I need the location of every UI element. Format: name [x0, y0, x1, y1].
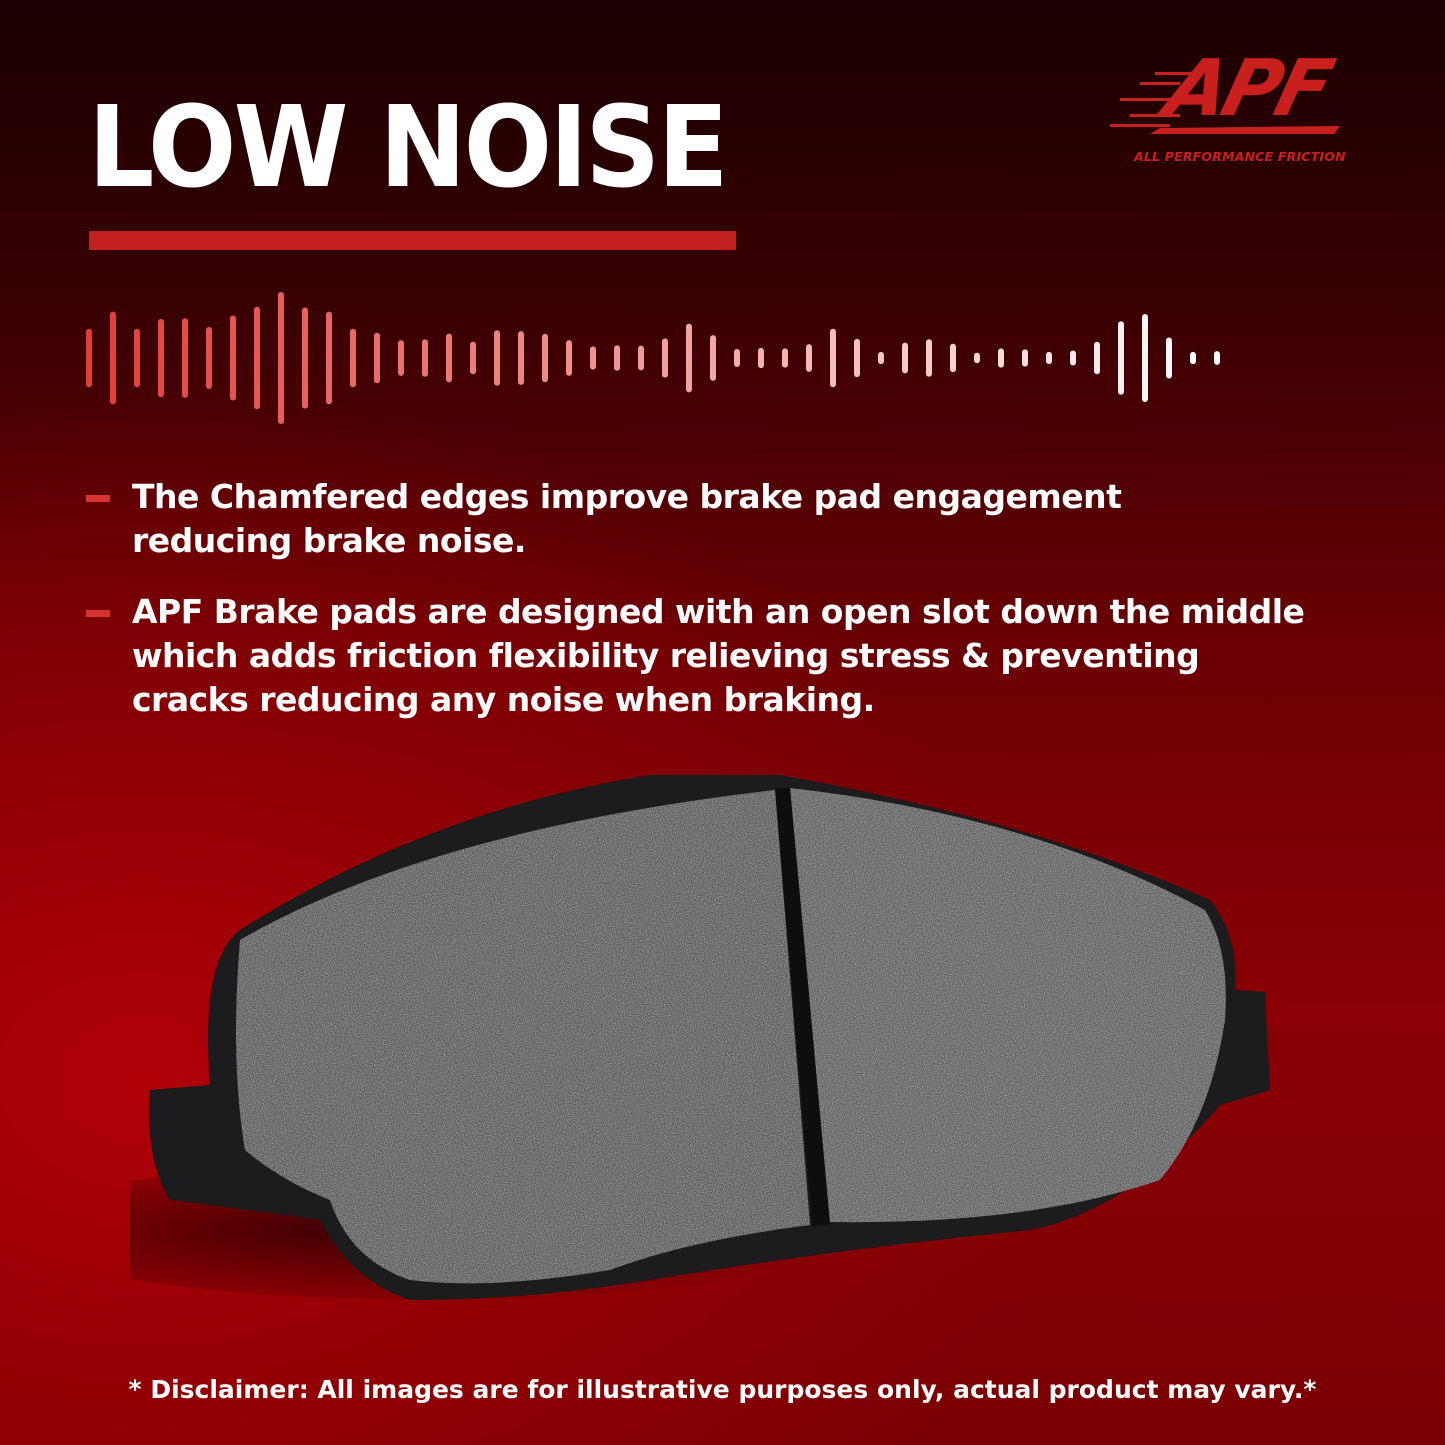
wave-bar — [1070, 350, 1076, 366]
dash-bullet-icon — [86, 610, 110, 617]
wave-bar — [710, 335, 716, 381]
logo-tagline: ALL PERFORMANCE FRICTION — [1134, 149, 1346, 164]
wave-bar — [494, 330, 500, 386]
page-title: LOW NOISE — [88, 83, 729, 213]
wave-bar — [110, 311, 116, 405]
wave-bar — [686, 323, 692, 393]
wave-bar — [158, 318, 164, 398]
wave-bar — [566, 340, 572, 376]
wave-bar — [758, 347, 764, 369]
apf-logo: APF — [1156, 44, 1339, 134]
wave-bar — [254, 306, 260, 410]
bullet-text: APF Brake pads are designed with an open… — [132, 592, 1305, 719]
wave-bar — [878, 351, 884, 365]
wave-bar — [230, 315, 236, 401]
wave-bar — [1118, 321, 1124, 395]
wave-bar — [134, 328, 140, 388]
wave-bar — [926, 339, 932, 377]
wave-bar — [326, 311, 332, 405]
wave-bar — [734, 348, 740, 368]
wave-bar — [1094, 341, 1100, 375]
bullet-text: The Chamfered edges improve brake pad en… — [132, 477, 1122, 560]
wave-bar — [950, 343, 956, 373]
wave-bar — [830, 328, 836, 388]
wave-bar — [1166, 337, 1172, 379]
wave-bar — [398, 340, 404, 376]
wave-bar — [638, 345, 644, 371]
wave-bar — [614, 345, 620, 371]
wave-bar — [182, 318, 188, 398]
wave-bar — [302, 307, 308, 409]
wave-bar — [806, 344, 812, 372]
brake-pad-image — [130, 775, 1271, 1300]
wave-bar — [86, 328, 92, 388]
wave-bar — [470, 341, 476, 375]
disclaimer-text: * Disclaimer: All images are for illustr… — [128, 1375, 1317, 1404]
title-underline — [89, 231, 736, 250]
wave-bar — [206, 326, 212, 390]
bullet-item: APF Brake pads are designed with an open… — [86, 590, 1386, 722]
wave-bar — [902, 342, 908, 374]
wave-bar — [446, 333, 452, 383]
wave-bar — [1142, 314, 1148, 402]
wave-bar — [422, 339, 428, 377]
wave-bar — [1046, 351, 1052, 365]
wave-bar — [350, 328, 356, 388]
wave-bar — [854, 338, 860, 378]
wave-bar — [1022, 349, 1028, 367]
wave-bar — [662, 338, 668, 378]
sound-wave-icon — [86, 292, 1220, 424]
wave-bar — [974, 352, 980, 364]
wave-bar — [1214, 351, 1220, 365]
wave-bar — [518, 331, 524, 385]
wave-bar — [782, 348, 788, 368]
wave-bar — [374, 332, 380, 384]
wave-bar — [1190, 351, 1196, 365]
wave-bar — [278, 292, 284, 424]
apf-logo-speed-lines — [1110, 72, 1340, 134]
bullet-item: The Chamfered edges improve brake pad en… — [86, 475, 1386, 563]
dash-bullet-icon — [86, 495, 110, 502]
wave-bar — [590, 346, 596, 370]
wave-bar — [998, 348, 1004, 368]
wave-bar — [542, 333, 548, 383]
